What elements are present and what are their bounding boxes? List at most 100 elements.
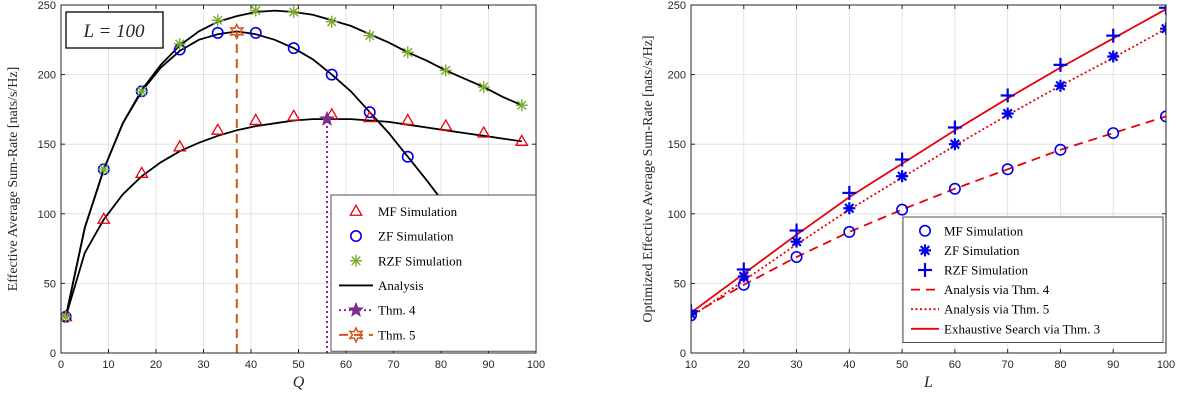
y-tick-label: 100: [38, 209, 56, 221]
x-tick-label: 40: [843, 359, 855, 371]
legend-entry: ZF Simulation: [378, 229, 454, 244]
data-point-zf-simulation: [249, 26, 262, 39]
y-tick-label: 250: [668, 0, 686, 12]
x-axis-label: L: [923, 374, 933, 391]
series-line-analysis-via-thm-4: [691, 115, 1166, 317]
y-tick-label: 150: [668, 139, 686, 151]
legend-box: [902, 216, 1164, 343]
data-point-rzf-simulation: [895, 152, 910, 167]
data-point-zf-simulation-stroke: [691, 312, 697, 320]
y-tick-label: 200: [668, 70, 686, 82]
y-tick-label: 0: [680, 348, 686, 360]
legend-entry: Thm. 5: [378, 327, 416, 342]
data-point-mf-simulation: [438, 118, 453, 131]
legend-entry: Analysis via Thm. 4: [944, 282, 1050, 297]
legend-entry: ZF Simulation: [944, 243, 1020, 258]
data-point-mf-simulation: [896, 203, 909, 216]
data-point-rzf-simulation-stroke: [441, 65, 451, 76]
data-point-zf-simulation: [325, 68, 338, 81]
data-point-rzf-simulation: [842, 185, 857, 200]
x-tick-label: 70: [387, 359, 399, 371]
legend-marker: [919, 244, 931, 257]
y-tick-label: 200: [38, 70, 56, 82]
data-point-mf-simulation: [400, 113, 415, 126]
data-point-zf-simulation-stroke: [844, 203, 855, 214]
data-point-rzf-simulation-stroke: [137, 86, 147, 97]
data-point-rzf-simulation: [401, 46, 414, 59]
data-point-zf-simulation: [363, 106, 376, 119]
data-point-zf-simulation: [1054, 79, 1067, 92]
legend-marker-stroke: [919, 245, 931, 256]
data-point-zf-simulation: [1160, 22, 1166, 35]
data-point-zf-simulation-stroke: [1055, 80, 1066, 91]
data-point-zf-simulation-stroke: [791, 236, 802, 247]
legend-marker: [347, 301, 365, 317]
data-point-zf-simulation-stroke: [897, 171, 908, 182]
data-point-mf-simulation: [691, 309, 697, 322]
data-point-mf-simulation: [248, 113, 263, 126]
legend-entry: RZF Simulation: [944, 263, 1029, 278]
data-point-rzf-simulation: [477, 81, 490, 94]
plot-area: [61, 5, 529, 353]
data-point-rzf-simulation: [439, 64, 452, 77]
x-tick-label: 20: [150, 359, 162, 371]
x-tick-label: 20: [738, 359, 750, 371]
y-axis-label: Optimized Effective Average Sum-Rate [na…: [641, 35, 656, 322]
y-tick-label: 250: [38, 0, 56, 12]
x-tick-label: 40: [245, 359, 257, 371]
data-point-zf-simulation-stroke: [1160, 27, 1166, 34]
data-point-rzf-simulation-stroke: [365, 30, 375, 41]
x-tick-label: 30: [790, 359, 802, 371]
data-point-zf-simulation-stroke: [1160, 23, 1166, 31]
y-tick-label: 100: [668, 209, 686, 221]
series-line-analysis-via-thm-5: [691, 27, 1166, 318]
legend-marker: [918, 224, 931, 237]
legend-entry: MF Simulation: [378, 204, 458, 219]
data-point-zf-simulation: [401, 150, 414, 163]
data-point-rzf-simulation: [173, 37, 186, 50]
data-point-mf-simulation: [948, 182, 961, 195]
data-point-rzf-simulation: [1159, 5, 1166, 15]
data-point-rzf-simulation-stroke: [99, 164, 109, 174]
x-tick-label: 90: [1107, 359, 1119, 371]
data-point-rzf-simulation: [1053, 57, 1068, 72]
x-tick-label: 50: [292, 359, 304, 371]
data-point-mf-simulation: [172, 139, 187, 152]
optimum-marker-thm-4: [318, 110, 336, 126]
legend-marker: [349, 204, 363, 216]
x-tick-label: 60: [340, 359, 352, 371]
data-point-rzf-simulation-stroke: [403, 47, 413, 58]
legend-entry: RZF Simulation: [378, 253, 463, 268]
data-point-rzf-simulation-stroke: [213, 15, 223, 26]
data-point-mf-simulation: [1054, 143, 1067, 156]
data-point-rzf-simulation: [789, 223, 804, 238]
data-point-mf-simulation: [1107, 127, 1120, 140]
x-tick-label: 10: [685, 359, 697, 371]
data-point-rzf-simulation: [363, 29, 376, 42]
legend-entry: Thm. 4: [378, 303, 416, 318]
legend-entry: Analysis via Thm. 5: [944, 302, 1049, 317]
x-tick-label: 30: [197, 359, 209, 371]
data-point-mf-simulation: [96, 212, 111, 224]
data-point-zf-simulation-stroke: [1002, 108, 1013, 119]
y-tick-label: 0: [50, 348, 56, 360]
legend-marker-stroke: [351, 256, 361, 266]
data-point-rzf-simulation: [736, 262, 751, 277]
data-point-rzf-simulation: [947, 120, 962, 135]
legend-marker: [348, 326, 364, 344]
data-point-zf-simulation-stroke: [949, 139, 960, 150]
data-point-rzf-simulation-stroke: [289, 7, 299, 17]
y-axis-label: Effective Average Sum-Rate [nats/s/Hz]: [6, 67, 21, 292]
data-point-rzf-simulation: [1000, 88, 1015, 103]
data-point-rzf-simulation: [515, 99, 528, 112]
annotation-text: L = 100: [82, 21, 145, 42]
data-point-mf-simulation: [476, 125, 491, 138]
x-tick-label: 100: [527, 359, 545, 371]
data-point-rzf-simulation: [691, 304, 698, 319]
x-tick-label: 0: [58, 359, 64, 371]
y-tick-label: 50: [44, 278, 56, 290]
data-point-mf-simulation: [286, 109, 301, 121]
data-point-rzf-simulation-stroke: [517, 100, 527, 110]
data-point-mf-simulation: [514, 134, 529, 146]
data-point-rzf-simulation-stroke: [251, 5, 261, 16]
